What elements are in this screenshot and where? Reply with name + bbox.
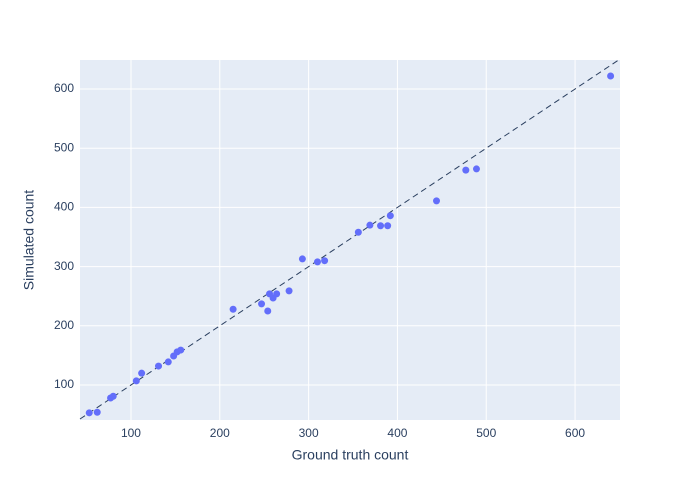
point — [433, 197, 441, 205]
x-tick-label: 200 — [210, 426, 230, 440]
point — [177, 346, 185, 354]
x-tick-label: 400 — [387, 426, 407, 440]
point — [258, 300, 266, 308]
point — [462, 166, 470, 174]
point — [229, 305, 237, 313]
point — [472, 165, 480, 173]
point — [273, 290, 281, 298]
point — [164, 358, 172, 366]
x-tick-label: 600 — [565, 426, 585, 440]
point — [321, 257, 329, 265]
x-tick-label: 500 — [476, 426, 496, 440]
point — [313, 258, 321, 266]
point — [155, 362, 163, 370]
point — [298, 255, 306, 263]
y-tick-label: 600 — [54, 81, 74, 95]
y-tick-label: 100 — [54, 377, 74, 391]
identity-line — [79, 59, 619, 420]
point — [132, 377, 140, 385]
point — [264, 307, 272, 315]
x-tick-label: 100 — [121, 426, 141, 440]
y-tick-label: 300 — [54, 259, 74, 273]
x-tick-label: 300 — [299, 426, 319, 440]
y-tick-label: 400 — [54, 200, 74, 214]
point — [386, 212, 394, 220]
point — [366, 221, 374, 229]
point — [377, 222, 385, 230]
point — [85, 409, 93, 417]
y-tick-label: 200 — [54, 318, 74, 332]
point — [138, 369, 146, 377]
point — [607, 72, 615, 80]
point — [285, 287, 293, 295]
point — [93, 408, 101, 416]
x-axis-title: Ground truth count — [292, 447, 409, 463]
point — [354, 228, 362, 236]
y-tick-label: 500 — [54, 140, 74, 154]
y-axis-title: Simulated count — [21, 190, 37, 291]
point — [384, 222, 392, 230]
point — [109, 392, 117, 400]
